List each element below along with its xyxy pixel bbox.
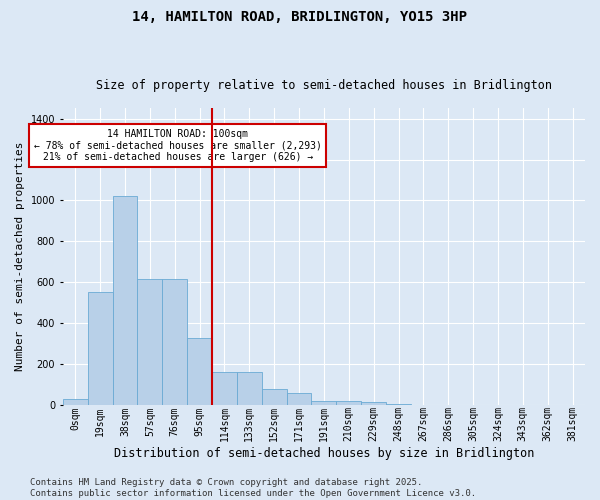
Bar <box>212 372 237 405</box>
Bar <box>311 400 337 405</box>
Bar <box>386 404 411 405</box>
Bar <box>137 279 162 405</box>
Bar <box>337 400 361 405</box>
Bar <box>237 372 262 405</box>
Text: Contains HM Land Registry data © Crown copyright and database right 2025.
Contai: Contains HM Land Registry data © Crown c… <box>30 478 476 498</box>
Bar <box>162 279 187 405</box>
Bar <box>63 398 88 405</box>
Bar <box>88 292 113 405</box>
Title: Size of property relative to semi-detached houses in Bridlington: Size of property relative to semi-detach… <box>96 79 552 92</box>
Bar <box>361 402 386 405</box>
Text: 14 HAMILTON ROAD: 100sqm
← 78% of semi-detached houses are smaller (2,293)
21% o: 14 HAMILTON ROAD: 100sqm ← 78% of semi-d… <box>34 129 322 162</box>
Bar <box>287 392 311 405</box>
Y-axis label: Number of semi-detached properties: Number of semi-detached properties <box>15 142 25 372</box>
Text: 14, HAMILTON ROAD, BRIDLINGTON, YO15 3HP: 14, HAMILTON ROAD, BRIDLINGTON, YO15 3HP <box>133 10 467 24</box>
Bar <box>187 338 212 405</box>
Bar <box>113 196 137 405</box>
Bar <box>262 390 287 405</box>
X-axis label: Distribution of semi-detached houses by size in Bridlington: Distribution of semi-detached houses by … <box>114 447 534 460</box>
